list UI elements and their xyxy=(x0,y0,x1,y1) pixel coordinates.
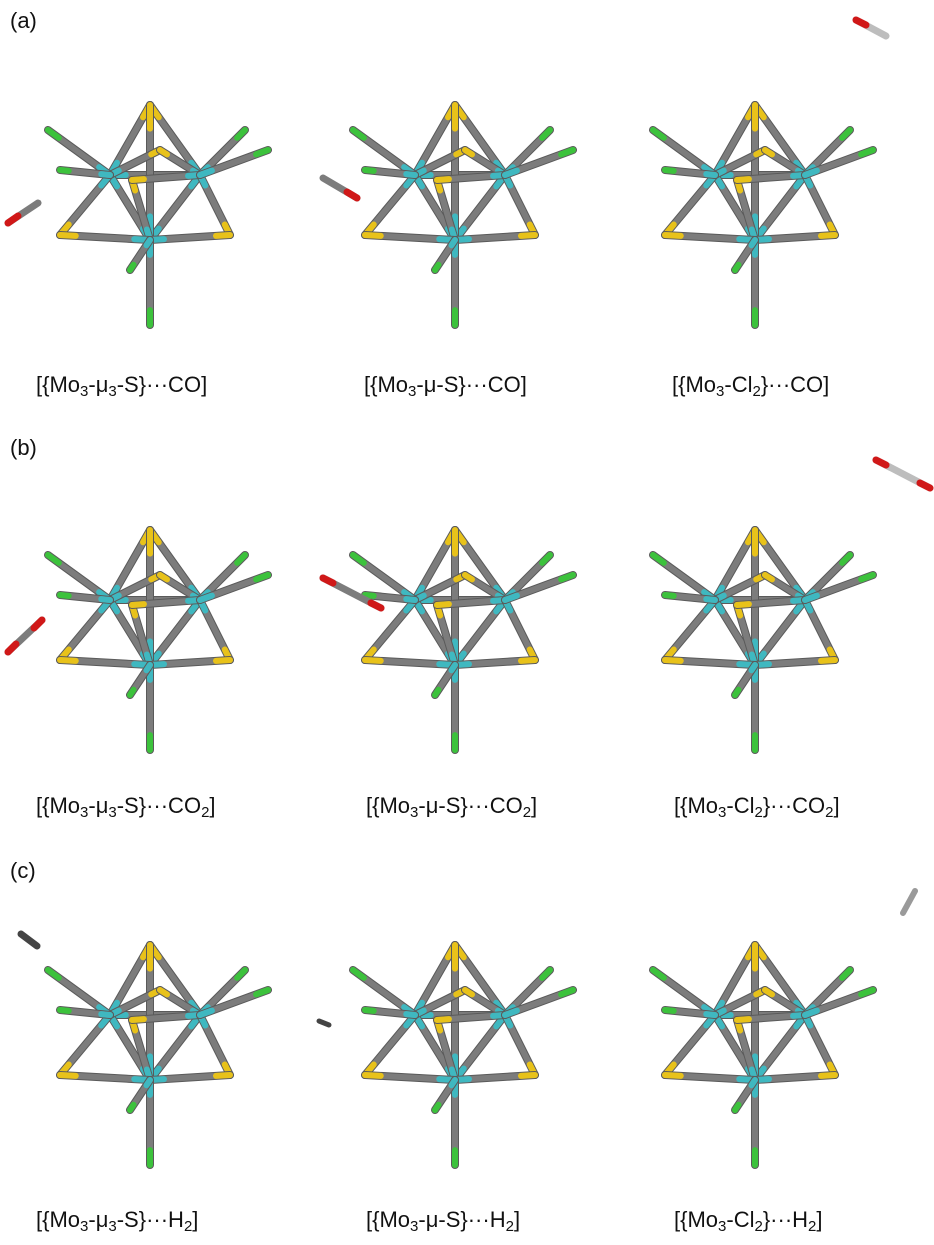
caption-c2: [{Mo3-μ-S}···H2] xyxy=(366,1207,521,1235)
caption-b1: [{Mo3-μ3-S}···CO2] xyxy=(36,793,216,821)
panel-label-c: (c) xyxy=(10,858,36,883)
panel-label-a: (a) xyxy=(10,8,37,33)
co2-molecule-icon xyxy=(872,456,934,492)
molecule-b2 xyxy=(325,505,585,785)
caption-a2: [{Mo3-μ-S}···CO] xyxy=(364,372,527,400)
h2-molecule-icon xyxy=(900,888,918,916)
molecule-b3 xyxy=(625,505,885,785)
caption-b2: [{Mo3-μ-S}···CO2] xyxy=(366,793,538,821)
co-molecule-icon xyxy=(4,199,42,227)
molecule-a3 xyxy=(625,80,885,360)
mo3-cluster-icon xyxy=(649,101,877,329)
mo3-cluster-icon xyxy=(44,941,272,1169)
co-molecule-icon xyxy=(852,16,890,40)
caption-a1: [{Mo3-μ3-S}···CO] xyxy=(36,372,208,400)
mo3-cluster-icon xyxy=(649,941,877,1169)
molecule-a2 xyxy=(325,80,585,360)
caption-b3: [{Mo3-Cl2}···CO2] xyxy=(674,793,840,821)
molecule-c3 xyxy=(625,920,885,1200)
co-molecule-icon xyxy=(319,174,361,202)
caption-c3: [{Mo3-Cl2}···H2] xyxy=(674,1207,823,1235)
mo3-cluster-icon xyxy=(349,941,577,1169)
mo3-cluster-icon xyxy=(649,526,877,754)
molecule-a1 xyxy=(20,80,280,360)
h2-molecule-icon xyxy=(17,930,41,950)
mo3-cluster-icon xyxy=(44,101,272,329)
mo3-cluster-icon xyxy=(44,526,272,754)
molecule-b1 xyxy=(20,505,280,785)
caption-a3: [{Mo3-Cl2}···CO] xyxy=(672,372,830,400)
mo3-cluster-icon xyxy=(349,526,577,754)
caption-c1: [{Mo3-μ3-S}···H2] xyxy=(36,1207,199,1235)
molecule-c2 xyxy=(325,920,585,1200)
co2-molecule-icon xyxy=(319,574,385,612)
mo3-cluster-icon xyxy=(349,101,577,329)
panel-label-b: (b) xyxy=(10,435,37,460)
molecule-c1 xyxy=(20,920,280,1200)
h2-molecule-icon xyxy=(316,1018,332,1028)
co2-molecule-icon xyxy=(4,616,46,656)
